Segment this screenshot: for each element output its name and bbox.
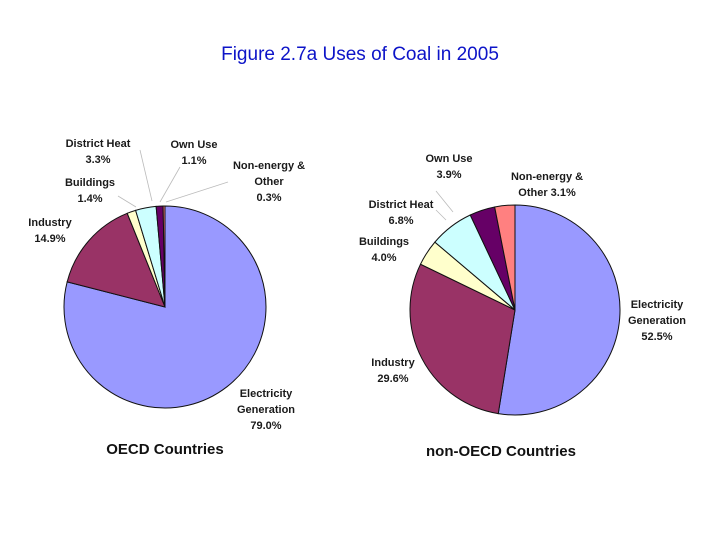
non-oecd-pie: [409, 204, 621, 416]
leader-district-heat-2: [435, 209, 447, 221]
label-value: 79.0%: [250, 420, 281, 432]
label-text: Generation: [237, 404, 295, 416]
label-value: 3.9%: [436, 169, 461, 181]
pie-slice-non-energy: [494, 204, 516, 311]
label-value: 1.4%: [77, 193, 102, 205]
pie-slice-non-energy: [162, 205, 166, 308]
oecd-label-non-energy: Non-energy & Other 0.3%: [233, 160, 305, 204]
label-text: Generation: [628, 315, 686, 327]
pie-slice-industry: [409, 263, 516, 415]
label-value: 3.3%: [85, 154, 110, 166]
leader-district-heat: [139, 149, 153, 202]
label-text: District Heat: [66, 138, 131, 150]
label-text: Own Use: [170, 139, 217, 151]
non-oecd-label-buildings: Buildings 4.0%: [359, 236, 409, 264]
oecd-pie: [63, 205, 267, 409]
label-text: Buildings: [359, 236, 409, 248]
label-text: Other 3.1%: [518, 187, 576, 199]
label-value: 4.0%: [371, 252, 396, 264]
figure-title: Figure 2.7a Uses of Coal in 2005: [221, 44, 499, 65]
label-text: Own Use: [425, 153, 472, 165]
label-value: 1.1%: [181, 155, 206, 167]
leader-own-use: [159, 166, 181, 203]
label-value: 6.8%: [388, 215, 413, 227]
label-value: 29.6%: [377, 373, 408, 385]
oecd-label-own-use: Own Use 1.1%: [170, 139, 217, 167]
leader-lines: [117, 149, 454, 221]
label-text: Non-energy &: [233, 160, 305, 172]
non-oecd-label-own-use: Own Use 3.9%: [425, 153, 472, 181]
pie-slice-electricity: [497, 204, 621, 416]
leader-own-use-2: [435, 190, 454, 213]
non-oecd-label-industry: Industry 29.6%: [371, 357, 415, 385]
label-text: Electricity: [631, 299, 684, 311]
label-text: Buildings: [65, 177, 115, 189]
label-text: Electricity: [240, 388, 293, 400]
label-text: Industry: [28, 217, 72, 229]
label-value: 14.9%: [34, 233, 65, 245]
label-text: Industry: [371, 357, 415, 369]
non-oecd-label-district-heat: District Heat 6.8%: [369, 199, 434, 227]
label-text: District Heat: [369, 199, 434, 211]
oecd-label-district-heat: District Heat 3.3%: [66, 138, 131, 166]
oecd-label-industry: Industry 14.9%: [28, 217, 72, 245]
label-text: Non-energy &: [511, 171, 583, 183]
pie-slice-industry: [66, 212, 166, 308]
leader-buildings: [117, 195, 137, 208]
label-value: 0.3%: [256, 192, 281, 204]
label-value: 52.5%: [641, 331, 672, 343]
non-oecd-label-non-energy: Non-energy & Other 3.1%: [511, 171, 583, 199]
oecd-label-buildings: Buildings 1.4%: [65, 177, 115, 205]
oecd-label-electricity: Electricity Generation 79.0%: [237, 388, 295, 432]
leader-non-energy: [165, 181, 229, 203]
non-oecd-caption: non-OECD Countries: [426, 443, 576, 460]
oecd-caption: OECD Countries: [106, 441, 224, 458]
non-oecd-label-electricity: Electricity Generation 52.5%: [628, 299, 686, 343]
label-text: Other: [254, 176, 284, 188]
